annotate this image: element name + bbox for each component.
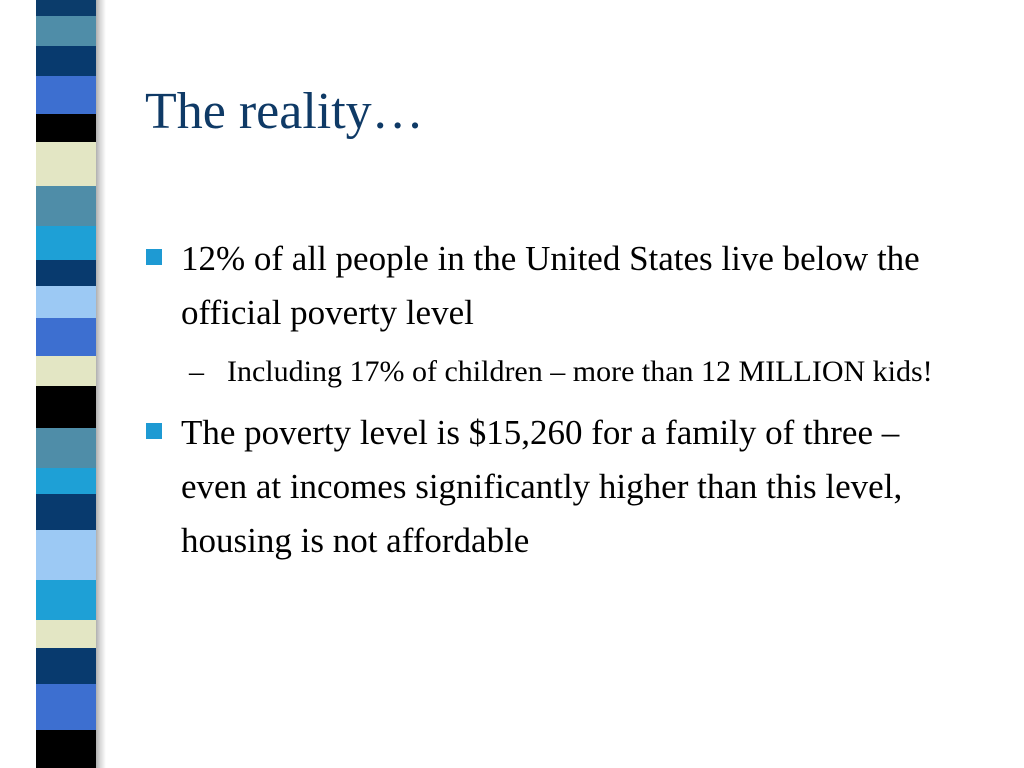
stripe-block bbox=[36, 318, 96, 356]
stripe-block bbox=[36, 580, 96, 620]
stripe-block bbox=[36, 186, 96, 226]
bullet-text: 12% of all people in the United States l… bbox=[181, 239, 920, 332]
stripe-block bbox=[36, 142, 96, 186]
slide-title: The reality… bbox=[145, 83, 424, 140]
stripe-block bbox=[36, 468, 96, 494]
stripe-block bbox=[36, 226, 96, 260]
square-bullet-icon bbox=[146, 249, 162, 265]
bullet-text: The poverty level is $15,260 for a famil… bbox=[181, 413, 903, 560]
bullet-list: 12% of all people in the United States l… bbox=[145, 232, 965, 580]
stripe-block bbox=[36, 356, 96, 386]
stripe-block bbox=[36, 730, 96, 768]
stripe-block bbox=[36, 16, 96, 46]
stripe-block bbox=[36, 530, 96, 580]
stripe-block bbox=[36, 76, 96, 114]
square-bullet-icon bbox=[146, 423, 162, 439]
stripe-block bbox=[36, 286, 96, 318]
stripe-block bbox=[36, 0, 96, 16]
stripe-block bbox=[36, 684, 96, 730]
sub-bullet-text: Including 17% of children – more than 12… bbox=[227, 355, 933, 388]
bullet-item-1: 12% of all people in the United States l… bbox=[145, 232, 965, 394]
stripe-block bbox=[36, 46, 96, 76]
decorative-stripe-column bbox=[36, 0, 96, 768]
stripe-block bbox=[36, 386, 96, 428]
stripe-block bbox=[36, 494, 96, 530]
bullet-item-2: The poverty level is $15,260 for a famil… bbox=[145, 406, 965, 568]
sub-bullet-item-1: – Including 17% of children – more than … bbox=[181, 350, 965, 394]
stripe-block bbox=[36, 260, 96, 286]
sub-bullet-list: – Including 17% of children – more than … bbox=[181, 350, 965, 394]
stripe-block bbox=[36, 428, 96, 468]
stripe-block bbox=[36, 648, 96, 684]
dash-bullet-icon: – bbox=[189, 355, 204, 388]
stripe-block bbox=[36, 620, 96, 648]
stripe-block bbox=[36, 114, 96, 142]
